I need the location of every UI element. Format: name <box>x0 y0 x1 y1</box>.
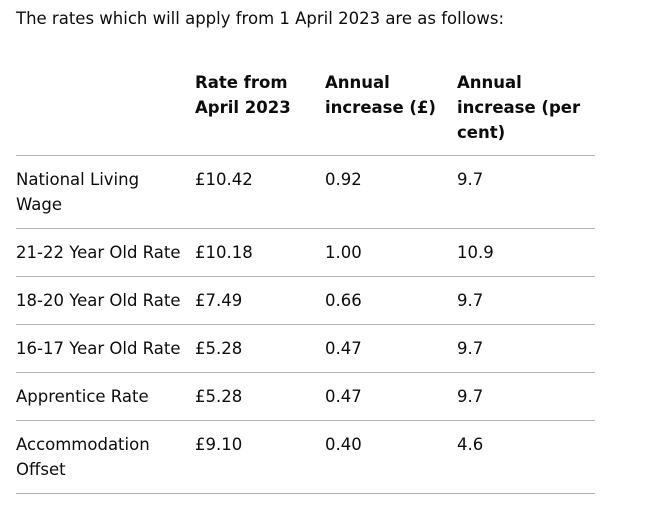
column-header: Annual increase (per cent) <box>457 70 595 156</box>
column-header: Rate from April 2023 <box>195 70 325 156</box>
table-cell: 9.7 <box>457 276 595 325</box>
table-cell: 0.47 <box>325 372 457 421</box>
table-cell: £9.10 <box>195 420 325 494</box>
table-cell: £10.42 <box>195 155 325 229</box>
table-cell: 0.40 <box>325 420 457 494</box>
table-cell: £5.28 <box>195 372 325 421</box>
table-row: Accommodation Offset £9.10 0.40 4.6 <box>16 420 595 494</box>
table-cell: 4.6 <box>457 420 595 494</box>
row-label: 16-17 Year Old Rate <box>16 324 195 373</box>
table-cell: 1.00 <box>325 228 457 277</box>
table-cell: £7.49 <box>195 276 325 325</box>
table-head: Rate from April 2023 Annual increase (£) A… <box>16 70 595 156</box>
table-cell: 9.7 <box>457 372 595 421</box>
column-header: Annual increase (£) <box>325 70 457 156</box>
table-cell: £10.18 <box>195 228 325 277</box>
row-label: National Living Wage <box>16 155 195 229</box>
table-cell: 10.9 <box>457 228 595 277</box>
table-cell: 9.7 <box>457 155 595 229</box>
header-row: Rate from April 2023 Annual increase (£) A… <box>16 70 595 156</box>
rates-table: Rate from April 2023 Annual increase (£) A… <box>16 70 595 494</box>
row-label: 21-22 Year Old Rate <box>16 228 195 277</box>
table-cell: 0.92 <box>325 155 457 229</box>
table-cell: 0.47 <box>325 324 457 373</box>
table-body: National Living Wage £10.42 0.92 9.7 21-22 Y… <box>16 155 595 494</box>
table-row: 16-17 Year Old Rate £5.28 0.47 9.7 <box>16 324 595 373</box>
column-header <box>16 70 195 156</box>
table-cell: £5.28 <box>195 324 325 373</box>
intro-text: The rates which will apply from 1 April … <box>16 9 505 28</box>
row-label: 18-20 Year Old Rate <box>16 276 195 325</box>
table-row: Apprentice Rate £5.28 0.47 9.7 <box>16 372 595 421</box>
row-label: Apprentice Rate <box>16 372 195 421</box>
table-cell: 0.66 <box>325 276 457 325</box>
table-cell: 9.7 <box>457 324 595 373</box>
table-row: 21-22 Year Old Rate £10.18 1.00 10.9 <box>16 228 595 277</box>
table-row: 18-20 Year Old Rate £7.49 0.66 9.7 <box>16 276 595 325</box>
row-label: Accommodation Offset <box>16 420 195 494</box>
table-row: National Living Wage £10.42 0.92 9.7 <box>16 155 595 229</box>
